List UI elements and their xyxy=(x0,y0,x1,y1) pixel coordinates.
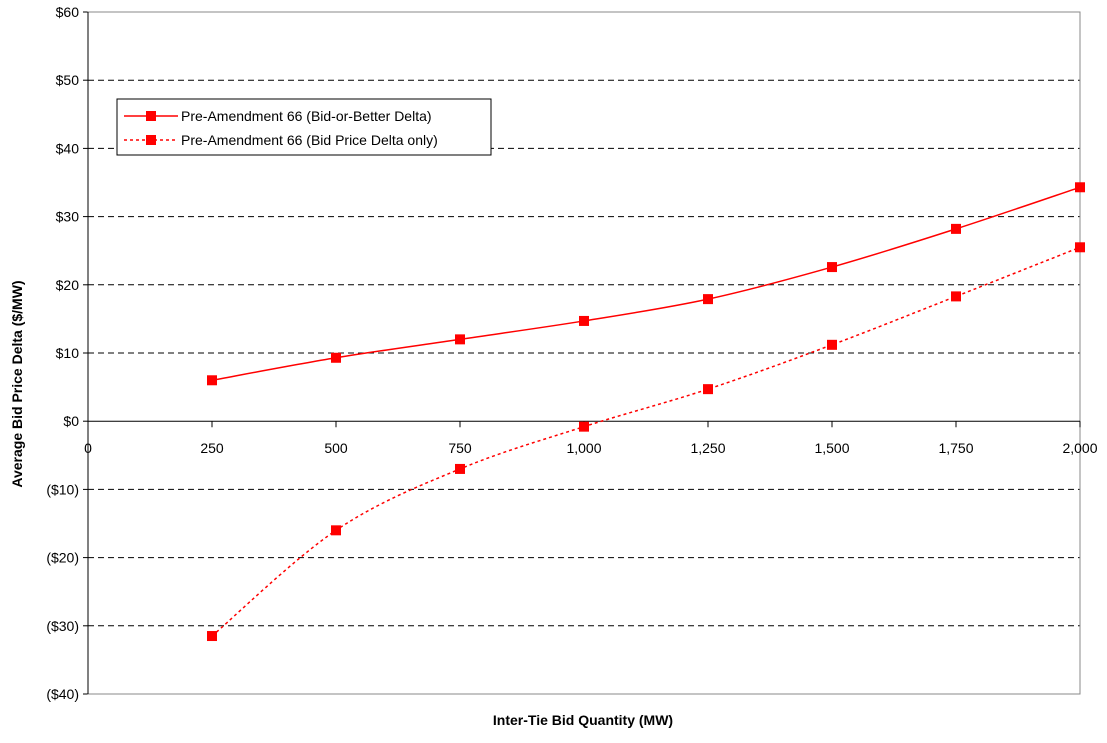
data-point-marker xyxy=(1075,182,1085,193)
legend-label-series-1: Pre-Amendment 66 (Bid-or-Better Delta) xyxy=(181,108,432,124)
data-point-marker xyxy=(331,525,341,536)
x-tick-label: 750 xyxy=(448,440,472,456)
x-tick-label: 0 xyxy=(84,440,92,456)
data-point-marker xyxy=(579,315,589,326)
data-point-marker xyxy=(455,463,465,474)
data-point-marker xyxy=(207,631,217,642)
legend-label-series-2: Pre-Amendment 66 (Bid Price Delta only) xyxy=(181,132,438,148)
legend: Pre-Amendment 66 (Bid-or-Better Delta) P… xyxy=(116,98,492,156)
y-tick-label: ($30) xyxy=(46,618,79,634)
x-tick-label: 1,000 xyxy=(566,440,601,456)
legend-swatch-marker-solid xyxy=(146,111,156,121)
y-tick-label: ($40) xyxy=(46,686,79,702)
x-tick-label: 500 xyxy=(324,440,348,456)
data-point-marker xyxy=(951,223,961,234)
y-tick-label: ($20) xyxy=(46,550,79,566)
data-point-marker xyxy=(207,375,217,386)
series-line-1 xyxy=(211,186,1081,382)
data-point-marker xyxy=(827,262,837,273)
data-point-marker xyxy=(455,334,465,345)
y-axis-title: Average Bid Price Delta ($/MW) xyxy=(9,280,25,487)
x-tick-label: 1,250 xyxy=(690,440,725,456)
gridlines xyxy=(88,79,1080,627)
y-tick-labels: $60 $50 $40 $30 $20 $10 $0 ($10) ($20) ($30) ($40) xyxy=(46,4,79,702)
y-tick-label: $40 xyxy=(56,140,80,156)
x-tick-label: 2,000 xyxy=(1062,440,1097,456)
series xyxy=(207,182,1085,642)
data-point-marker xyxy=(827,339,837,350)
x-axis-title: Inter-Tie Bid Quantity (MW) xyxy=(493,712,673,728)
data-point-marker xyxy=(331,352,341,363)
y-tick-label: $20 xyxy=(56,277,80,293)
y-tick-label: $10 xyxy=(56,345,80,361)
y-tick-label: $50 xyxy=(56,72,80,88)
y-tick-label: $30 xyxy=(56,209,80,225)
y-tick-label: ($10) xyxy=(46,481,79,497)
series-line-2 xyxy=(211,246,1081,637)
data-point-marker xyxy=(579,421,589,432)
x-tick-label: 1,500 xyxy=(814,440,849,456)
data-point-marker xyxy=(703,294,713,305)
legend-swatch-marker-dotted xyxy=(146,135,156,145)
y-tick-label: $60 xyxy=(56,4,80,20)
x-tick-label: 250 xyxy=(200,440,224,456)
data-point-marker xyxy=(703,384,713,395)
data-point-marker xyxy=(951,291,961,302)
legend-box xyxy=(116,98,492,156)
axes xyxy=(83,11,1081,695)
y-tick-label: $0 xyxy=(63,413,79,429)
x-tick-labels: 0 250 500 750 1,000 1,250 1,500 1,750 2,000 xyxy=(84,440,1098,456)
data-point-marker xyxy=(1075,242,1085,253)
x-tick-label: 1,750 xyxy=(938,440,973,456)
